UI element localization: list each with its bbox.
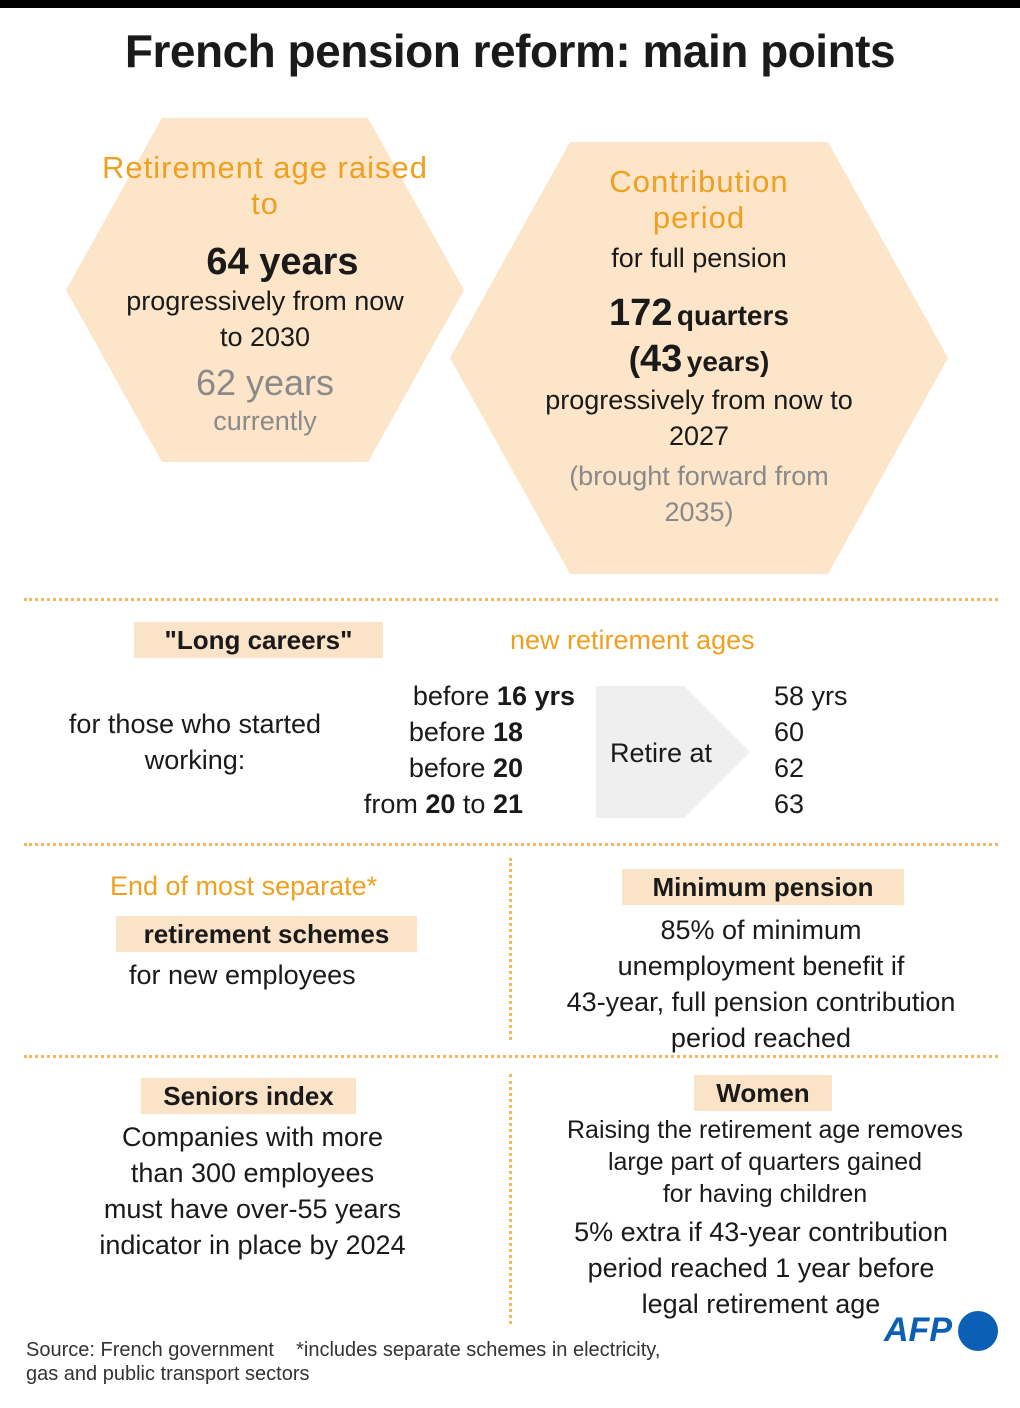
retirement-value: 64 years xyxy=(206,241,359,283)
separate-tag: retirement schemes xyxy=(116,916,417,952)
new-ages-label: new retirement ages xyxy=(510,625,755,655)
afp-logo: AFP xyxy=(884,1311,952,1349)
years-word: years) xyxy=(686,346,770,377)
source-text: Source: French government xyxy=(26,1339,274,1361)
column-divider xyxy=(509,858,512,1040)
women-tag: Women xyxy=(694,1075,832,1111)
afp-logo-circle xyxy=(958,1311,998,1351)
contribution-note: (brought forward from 2035) xyxy=(569,461,829,527)
top-bar xyxy=(0,0,1020,8)
minimum-pension-tag: Minimum pension xyxy=(622,869,904,905)
seniors-index-text: Companies with more than 300 employees m… xyxy=(99,1122,406,1260)
minimum-pension-text: 85% of minimum unemployment benefit if 4… xyxy=(566,915,956,1053)
footnote-text: *includes separate schemes in electricit… xyxy=(296,1339,661,1361)
contribution-hexagon xyxy=(450,142,948,574)
long-careers-row: before 18 xyxy=(408,717,523,747)
long-careers-row: before 20 xyxy=(408,753,523,783)
retirement-current-value: 62 years xyxy=(195,362,335,403)
retirement-hexagon xyxy=(66,118,464,462)
age-value: 62 xyxy=(774,753,805,783)
age-value: 60 xyxy=(774,717,805,747)
women-text: 5% extra if 43-year contribution period … xyxy=(574,1217,948,1319)
long-careers-row: from 20 to 21 xyxy=(363,789,523,819)
column-divider xyxy=(509,1074,512,1324)
contribution-heading: Contribution period xyxy=(609,164,789,235)
quarters-word: quarters xyxy=(676,300,789,331)
contribution-years: (43 years) xyxy=(628,338,770,380)
page-title: French pension reform: main points xyxy=(124,25,896,77)
seniors-index-tag: Seniors index xyxy=(141,1078,356,1114)
section-divider xyxy=(24,598,998,601)
quarters-number: 172 xyxy=(609,292,673,334)
separate-detail: for new employees xyxy=(129,960,356,990)
long-careers-tag: "Long careers" xyxy=(134,622,383,658)
contribution-sub: for full pension xyxy=(611,243,787,273)
long-careers-rows: before 16 yrs before 18 before 20 from 2… xyxy=(330,678,575,822)
retire-at-arrow xyxy=(596,686,750,818)
retirement-heading: Retirement age raised to xyxy=(102,150,428,221)
women-small-text: Raising the retirement age removes large… xyxy=(566,1116,964,1208)
footnote-text-cont: gas and public transport sectors xyxy=(26,1363,310,1385)
retirement-current-label: currently xyxy=(213,406,317,436)
age-value: 63 xyxy=(774,789,805,819)
retire-at-label: Retire at xyxy=(610,738,713,768)
started-working-label: for those who started working: xyxy=(68,709,322,775)
separate-heading: End of most separate* xyxy=(110,871,378,901)
contribution-detail: progressively from now to 2027 xyxy=(545,385,853,451)
footer-source: Source: French government *includes sepa… xyxy=(26,1338,660,1386)
years-number: 43 xyxy=(640,338,683,380)
section-divider xyxy=(24,843,998,846)
new-ages-list: 58 yrs 60 62 63 xyxy=(774,678,848,822)
section-divider xyxy=(24,1055,998,1058)
age-value: 58 yrs xyxy=(774,681,848,711)
retirement-detail: progressively from now to 2030 xyxy=(126,286,404,352)
contribution-quarters: 172 quarters xyxy=(520,292,878,335)
long-careers-row: before 16 yrs xyxy=(412,681,575,711)
